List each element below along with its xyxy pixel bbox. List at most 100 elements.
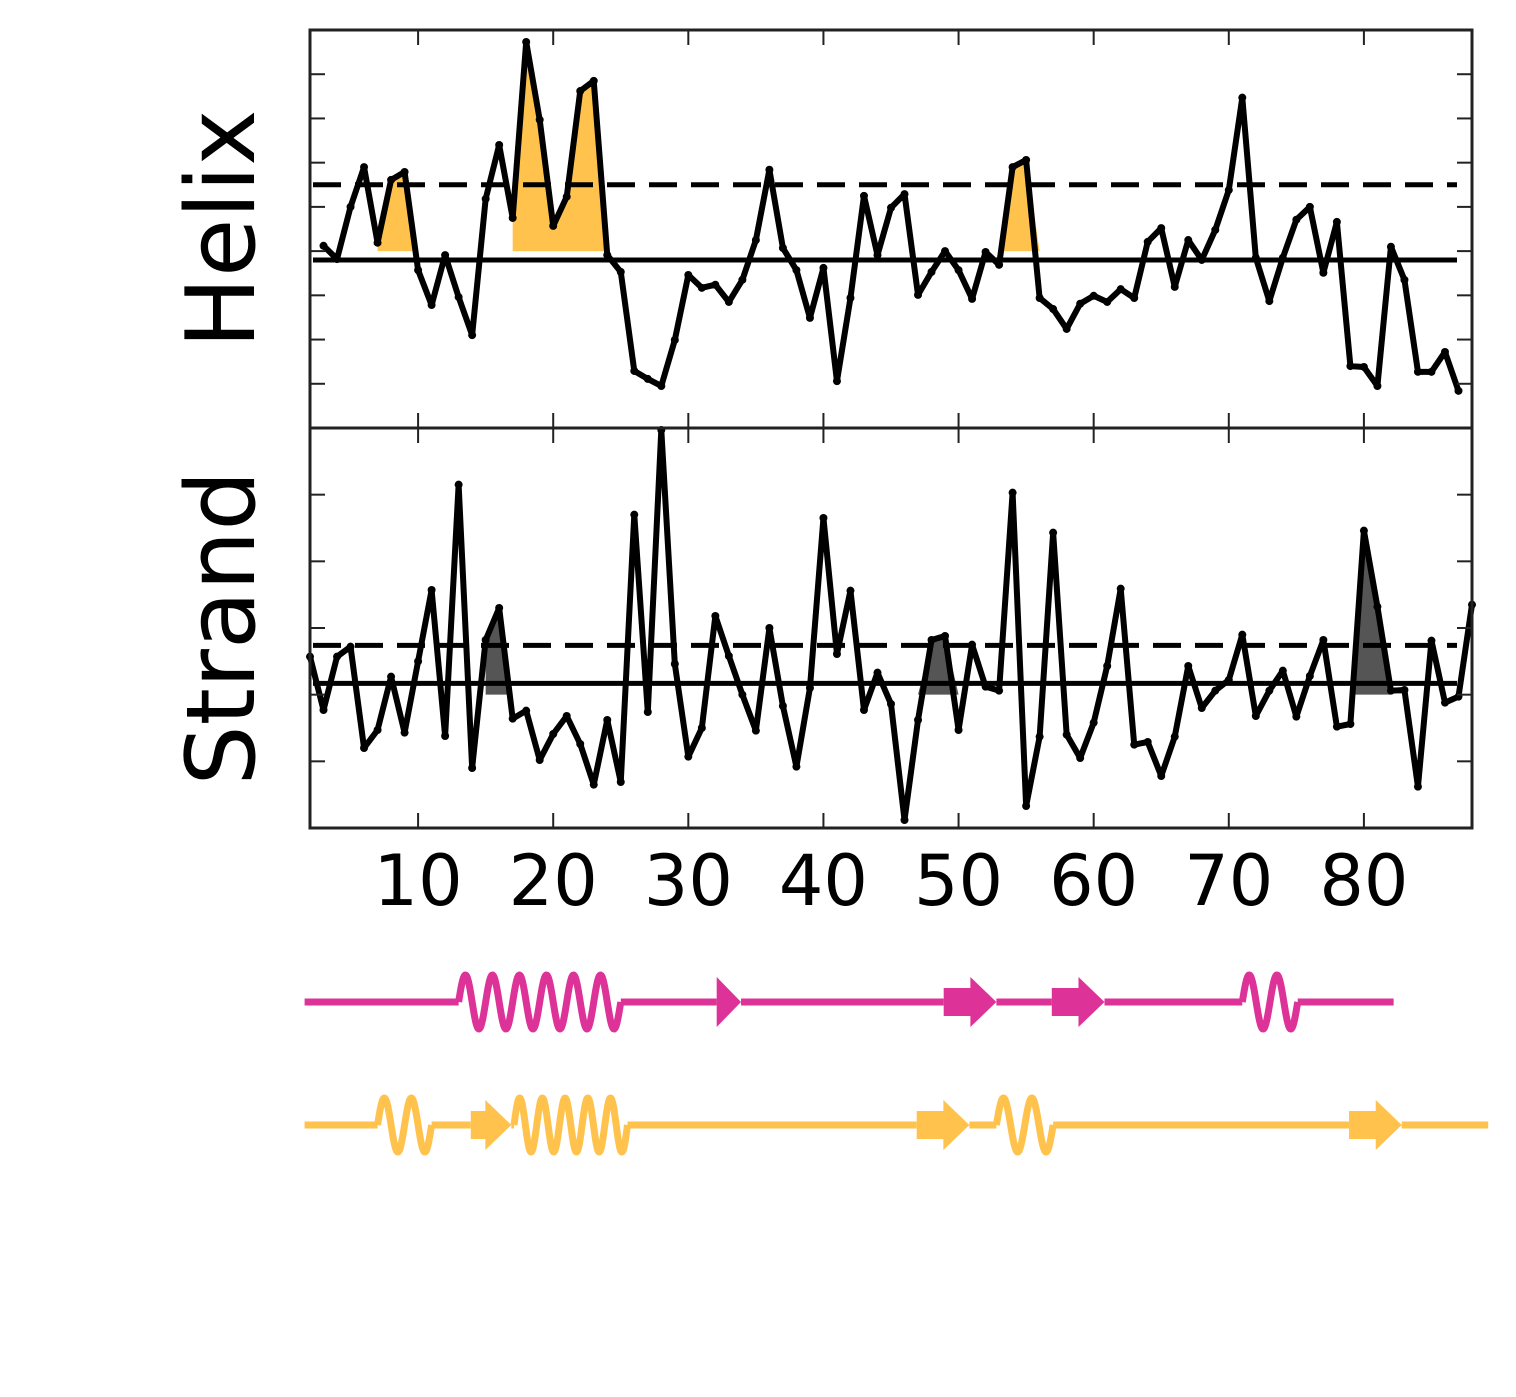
helix-element bbox=[1238, 971, 1302, 1033]
data-point bbox=[414, 266, 423, 275]
data-point bbox=[1346, 362, 1355, 371]
helix-element bbox=[992, 1094, 1057, 1156]
data-point bbox=[508, 714, 517, 723]
data-point bbox=[765, 165, 774, 174]
data-point bbox=[954, 726, 963, 734]
data-point bbox=[1224, 186, 1233, 195]
data-point bbox=[589, 76, 598, 85]
data-point bbox=[643, 708, 652, 716]
helix-element bbox=[374, 1094, 436, 1156]
data-point bbox=[819, 263, 828, 272]
data-point bbox=[805, 313, 814, 322]
data-point bbox=[1413, 782, 1422, 791]
data-point bbox=[778, 702, 787, 710]
data-point bbox=[454, 293, 463, 302]
data-point bbox=[711, 280, 720, 289]
data-point bbox=[576, 87, 585, 96]
data-point bbox=[1427, 636, 1436, 645]
data-point bbox=[549, 221, 558, 230]
data-point bbox=[832, 650, 841, 658]
data-point bbox=[1319, 268, 1328, 277]
data-point bbox=[927, 636, 936, 644]
data-point bbox=[1116, 285, 1125, 294]
data-point bbox=[481, 636, 490, 644]
data-point bbox=[603, 251, 612, 260]
helix-element bbox=[510, 1094, 631, 1156]
data-point bbox=[1197, 255, 1206, 264]
data-point bbox=[1400, 686, 1409, 694]
data-point bbox=[657, 381, 666, 390]
data-point bbox=[441, 732, 450, 740]
data-point bbox=[441, 251, 450, 260]
data-point bbox=[495, 604, 504, 612]
data-point bbox=[670, 660, 679, 668]
data-point bbox=[468, 331, 477, 340]
data-point bbox=[1076, 754, 1085, 762]
data-point bbox=[508, 213, 517, 222]
data-point bbox=[697, 283, 706, 292]
data-point bbox=[1332, 722, 1341, 731]
data-point bbox=[832, 377, 841, 386]
data-point bbox=[873, 668, 882, 677]
strand-element bbox=[716, 977, 742, 1027]
data-point bbox=[684, 752, 693, 761]
data-point bbox=[319, 706, 328, 714]
data-point bbox=[346, 642, 355, 651]
data-point bbox=[1049, 305, 1058, 314]
data-line bbox=[321, 38, 1462, 392]
data-point bbox=[1305, 202, 1314, 211]
data-point bbox=[697, 724, 706, 732]
x-tick-label: 10 bbox=[374, 840, 463, 922]
data-point bbox=[1130, 293, 1139, 302]
data-point bbox=[1440, 347, 1449, 356]
data-line bbox=[307, 427, 1475, 823]
data-point bbox=[1305, 672, 1314, 680]
data-point bbox=[846, 293, 855, 302]
data-point bbox=[522, 37, 531, 46]
data-point bbox=[1265, 297, 1274, 306]
data-point bbox=[1197, 704, 1206, 712]
data-point bbox=[468, 764, 477, 772]
data-point bbox=[1238, 630, 1247, 639]
data-point bbox=[1076, 299, 1085, 308]
data-point bbox=[387, 175, 396, 184]
data-point bbox=[1103, 297, 1112, 306]
data-point bbox=[1359, 526, 1368, 535]
data-point bbox=[1251, 712, 1260, 720]
data-point bbox=[1170, 282, 1179, 291]
data-point bbox=[1062, 324, 1071, 333]
data-point bbox=[995, 686, 1004, 695]
data-point bbox=[1143, 237, 1152, 246]
data-point bbox=[738, 275, 747, 284]
data-point bbox=[968, 294, 977, 303]
data-point bbox=[360, 163, 369, 172]
data-point bbox=[549, 730, 558, 738]
data-point bbox=[1170, 732, 1179, 741]
data-point bbox=[1265, 686, 1274, 695]
data-point bbox=[1184, 662, 1193, 670]
data-point bbox=[1319, 636, 1328, 644]
data-point bbox=[400, 728, 409, 737]
strand-element bbox=[943, 977, 997, 1027]
data-point bbox=[1008, 163, 1017, 172]
data-point bbox=[333, 255, 342, 264]
data-point bbox=[1130, 740, 1139, 749]
data-point bbox=[1373, 381, 1382, 390]
x-tick-label: 60 bbox=[1049, 840, 1138, 922]
data-point bbox=[914, 716, 923, 724]
strand-element bbox=[1051, 977, 1105, 1027]
data-point bbox=[941, 632, 950, 640]
data-point bbox=[1116, 584, 1125, 593]
x-tick-label: 70 bbox=[1184, 840, 1273, 922]
data-point bbox=[1224, 676, 1233, 684]
data-point bbox=[1022, 156, 1031, 165]
data-point bbox=[859, 706, 868, 714]
data-point bbox=[981, 682, 990, 691]
data-point bbox=[819, 514, 828, 522]
data-point bbox=[900, 816, 909, 824]
x-tick-label: 80 bbox=[1319, 840, 1408, 922]
data-point bbox=[954, 266, 963, 275]
data-point bbox=[738, 690, 747, 699]
data-point bbox=[1089, 291, 1098, 300]
